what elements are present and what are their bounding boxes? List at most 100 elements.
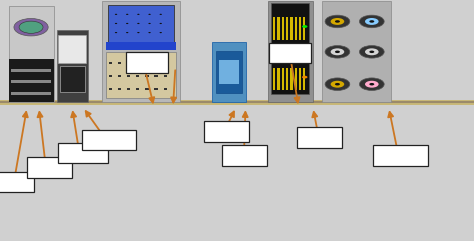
Bar xyxy=(118,88,121,90)
Bar xyxy=(216,51,242,94)
Bar xyxy=(299,68,301,90)
Bar xyxy=(136,88,139,90)
Bar xyxy=(373,145,428,166)
Circle shape xyxy=(359,46,384,58)
Circle shape xyxy=(148,32,151,33)
Circle shape xyxy=(160,14,162,15)
Circle shape xyxy=(302,76,308,79)
Bar xyxy=(322,1,391,102)
Bar xyxy=(164,88,167,90)
Bar xyxy=(109,75,112,77)
Bar xyxy=(11,69,51,72)
Bar xyxy=(299,17,301,40)
Circle shape xyxy=(325,78,350,90)
Bar xyxy=(108,5,174,42)
Bar xyxy=(282,17,284,40)
Circle shape xyxy=(19,21,43,33)
Bar xyxy=(60,66,84,92)
Bar xyxy=(127,88,130,90)
Bar xyxy=(277,17,280,40)
Circle shape xyxy=(160,32,162,33)
Bar xyxy=(118,62,121,64)
Bar xyxy=(273,68,275,90)
Bar xyxy=(127,62,130,64)
Circle shape xyxy=(369,51,374,53)
Circle shape xyxy=(335,51,340,53)
Bar xyxy=(109,88,112,90)
Circle shape xyxy=(126,32,128,33)
Bar xyxy=(145,88,148,90)
Bar xyxy=(272,3,309,44)
Bar xyxy=(303,17,305,40)
Bar xyxy=(290,17,292,40)
Bar xyxy=(303,68,305,90)
Bar xyxy=(109,62,112,64)
Bar xyxy=(298,127,342,147)
Bar xyxy=(106,52,176,98)
Circle shape xyxy=(359,15,384,28)
Bar xyxy=(27,157,72,178)
Circle shape xyxy=(115,14,117,15)
Circle shape xyxy=(365,18,379,25)
Circle shape xyxy=(137,14,139,15)
Circle shape xyxy=(335,83,340,86)
Circle shape xyxy=(365,48,379,55)
Bar xyxy=(0,172,34,192)
Circle shape xyxy=(137,23,139,24)
Bar xyxy=(58,35,86,63)
Bar xyxy=(155,62,158,64)
Bar xyxy=(118,75,121,77)
Circle shape xyxy=(365,81,379,88)
Bar xyxy=(272,54,309,94)
Circle shape xyxy=(115,23,117,24)
Circle shape xyxy=(359,78,384,90)
Circle shape xyxy=(148,14,151,15)
Circle shape xyxy=(325,15,350,28)
Circle shape xyxy=(126,23,128,24)
Bar xyxy=(136,62,139,64)
Bar xyxy=(212,42,246,102)
Circle shape xyxy=(160,23,162,24)
Bar xyxy=(136,75,139,77)
Bar xyxy=(126,53,168,73)
Bar xyxy=(102,1,180,102)
Bar xyxy=(145,75,148,77)
Bar xyxy=(164,75,167,77)
Bar xyxy=(277,68,280,90)
Circle shape xyxy=(137,32,139,33)
Bar xyxy=(9,59,54,102)
Bar xyxy=(295,17,297,40)
Circle shape xyxy=(335,20,340,23)
Circle shape xyxy=(369,20,374,23)
Bar xyxy=(221,145,266,166)
Bar xyxy=(58,143,108,163)
Bar xyxy=(11,80,51,83)
Bar xyxy=(106,42,176,50)
Circle shape xyxy=(331,81,344,88)
Bar xyxy=(9,6,54,102)
Circle shape xyxy=(331,18,344,25)
Bar xyxy=(145,62,148,64)
Bar xyxy=(82,130,137,150)
Circle shape xyxy=(369,83,374,86)
Circle shape xyxy=(126,14,128,15)
Bar xyxy=(155,75,158,77)
Circle shape xyxy=(115,32,117,33)
Bar xyxy=(11,92,51,95)
Bar xyxy=(290,68,292,90)
Bar xyxy=(273,17,275,40)
Circle shape xyxy=(302,25,308,28)
Bar xyxy=(155,88,158,90)
Bar xyxy=(204,121,249,141)
Bar xyxy=(286,17,288,40)
Bar xyxy=(219,60,239,84)
Circle shape xyxy=(325,46,350,58)
Bar xyxy=(57,30,88,102)
Bar xyxy=(127,75,130,77)
Circle shape xyxy=(14,19,48,36)
Bar xyxy=(282,68,284,90)
Bar xyxy=(268,1,313,102)
Bar xyxy=(0,100,474,105)
Bar xyxy=(295,68,297,90)
Bar xyxy=(164,62,167,64)
